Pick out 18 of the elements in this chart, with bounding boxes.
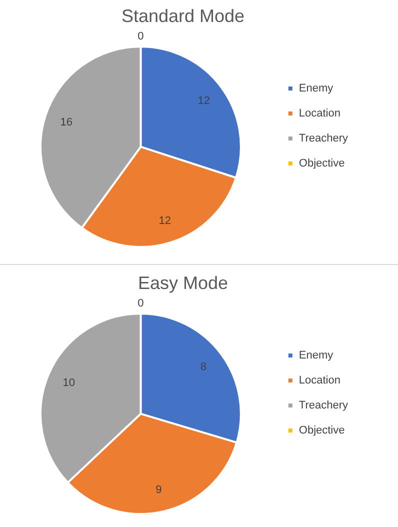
chart-title: Standard Mode [121, 6, 245, 26]
data-label: 12 [158, 215, 171, 228]
legend-label: Enemy [298, 82, 334, 95]
data-label: 9 [156, 484, 162, 496]
legend-label: Treachery [298, 132, 348, 145]
text: 0 [138, 30, 144, 43]
text: 0 [138, 298, 144, 310]
legend-label: Objective [298, 424, 345, 437]
chart-title: Easy Mode [138, 272, 228, 293]
legend-label: Location [298, 108, 340, 120]
legend-label: Treachery [298, 400, 348, 412]
legend-label: Enemy [298, 350, 334, 362]
data-label: 16 [60, 116, 72, 129]
data-label: 8 [200, 361, 206, 374]
data-label: 10 [62, 376, 76, 389]
legend-label: Location [298, 374, 340, 387]
legend-label: Objective [298, 158, 345, 170]
data-label: 12 [198, 94, 210, 107]
